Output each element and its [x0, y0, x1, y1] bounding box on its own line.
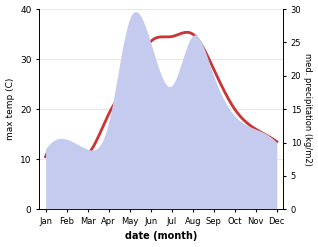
- X-axis label: date (month): date (month): [125, 231, 197, 242]
- Y-axis label: med. precipitation (kg/m2): med. precipitation (kg/m2): [303, 53, 313, 165]
- Y-axis label: max temp (C): max temp (C): [5, 78, 15, 140]
